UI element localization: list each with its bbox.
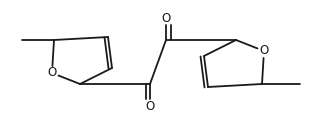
- Text: O: O: [47, 66, 57, 79]
- Text: O: O: [161, 12, 171, 25]
- Text: O: O: [145, 99, 155, 112]
- Text: O: O: [259, 45, 269, 58]
